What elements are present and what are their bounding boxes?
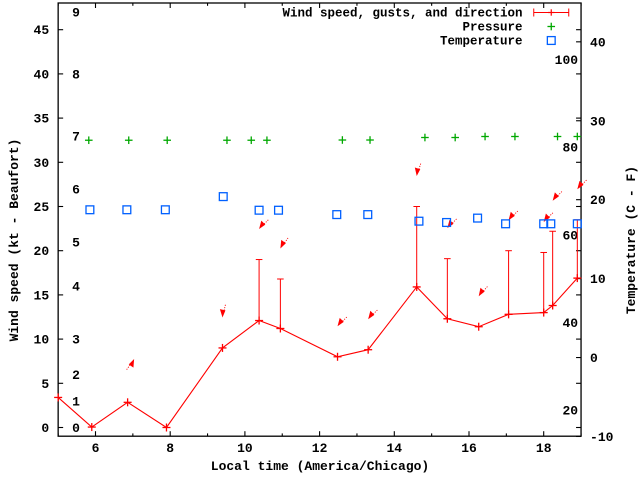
svg-text:16: 16 — [461, 441, 477, 456]
svg-text:0: 0 — [590, 351, 598, 366]
svg-text:40: 40 — [590, 35, 606, 50]
svg-text:6: 6 — [72, 182, 80, 197]
svg-text:Local time (America/Chicago): Local time (America/Chicago) — [211, 459, 429, 474]
svg-text:0: 0 — [41, 421, 49, 436]
svg-text:8: 8 — [72, 67, 80, 82]
svg-text:15: 15 — [34, 288, 50, 303]
svg-text:Temperature (C - F): Temperature (C - F) — [624, 166, 639, 314]
svg-text:10: 10 — [34, 333, 50, 348]
svg-text:8: 8 — [166, 441, 174, 456]
svg-text:30: 30 — [34, 156, 50, 171]
svg-text:10: 10 — [237, 441, 253, 456]
svg-text:18: 18 — [536, 441, 552, 456]
svg-text:40: 40 — [34, 67, 50, 82]
svg-text:6: 6 — [92, 441, 100, 456]
svg-text:45: 45 — [34, 23, 50, 38]
svg-text:Wind speed, gusts, and directi: Wind speed, gusts, and direction — [282, 7, 522, 21]
svg-text:-10: -10 — [590, 430, 614, 445]
svg-text:7: 7 — [72, 129, 80, 144]
svg-text:9: 9 — [72, 6, 80, 21]
svg-text:1: 1 — [72, 394, 80, 409]
svg-text:14: 14 — [386, 441, 402, 456]
svg-text:25: 25 — [34, 200, 50, 215]
svg-text:60: 60 — [562, 228, 578, 243]
svg-text:12: 12 — [312, 441, 328, 456]
svg-text:20: 20 — [562, 404, 578, 419]
svg-text:5: 5 — [72, 235, 80, 250]
svg-text:2: 2 — [72, 368, 80, 383]
svg-text:35: 35 — [34, 112, 50, 127]
svg-text:20: 20 — [34, 244, 50, 259]
svg-text:Pressure: Pressure — [462, 21, 522, 35]
svg-text:5: 5 — [41, 377, 49, 392]
svg-text:4: 4 — [72, 280, 80, 295]
svg-text:Temperature: Temperature — [440, 35, 523, 49]
svg-text:100: 100 — [555, 53, 579, 68]
svg-text:10: 10 — [590, 272, 606, 287]
svg-text:Wind speed (kt - Beaufort): Wind speed (kt - Beaufort) — [7, 139, 22, 342]
svg-text:80: 80 — [562, 141, 578, 156]
svg-text:20: 20 — [590, 193, 606, 208]
svg-text:0: 0 — [72, 421, 80, 436]
svg-text:40: 40 — [562, 316, 578, 331]
svg-text:30: 30 — [590, 114, 606, 129]
svg-text:3: 3 — [72, 333, 80, 348]
